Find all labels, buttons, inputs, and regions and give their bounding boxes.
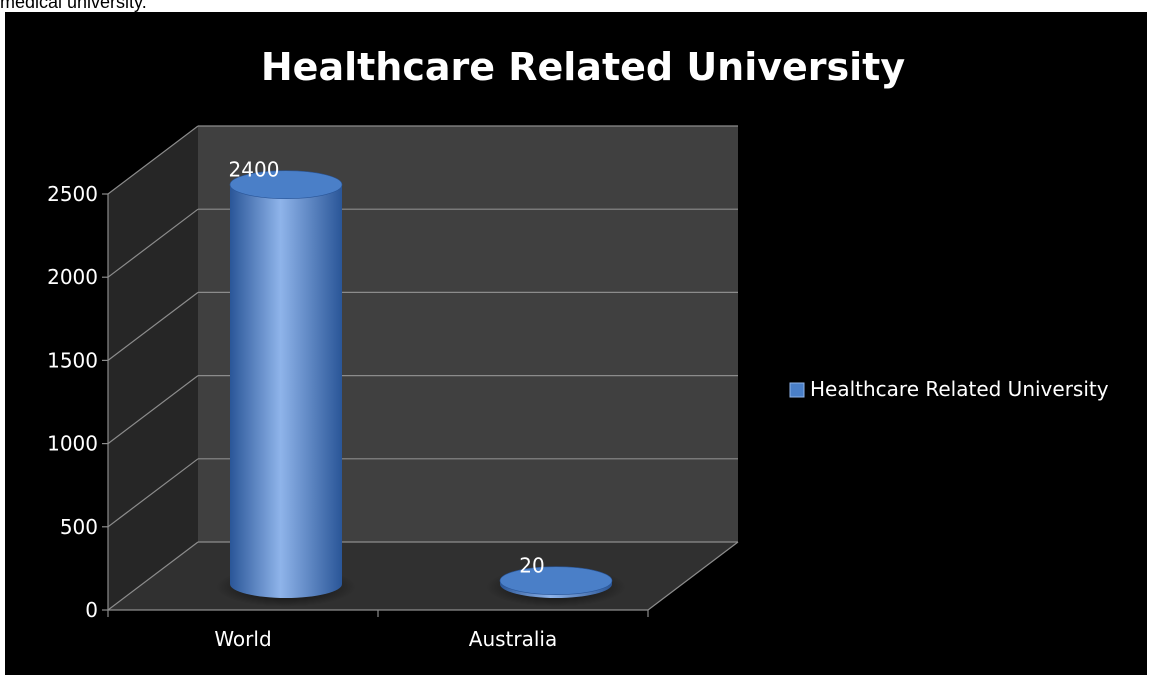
legend: Healthcare Related University xyxy=(789,377,1109,401)
x-axis-tick-labels: World Australia xyxy=(214,627,557,651)
bar-body xyxy=(230,184,342,598)
y-tick-label-2500: 2500 xyxy=(47,182,98,206)
chart-side-wall xyxy=(108,126,198,610)
bar-top xyxy=(229,170,343,199)
chart-title: Healthcare Related University xyxy=(261,45,905,89)
legend-label: Healthcare Related University xyxy=(810,377,1109,401)
data-labels: 2400 20 xyxy=(229,158,545,578)
chart-svg: 0 500 1000 1500 2000 2500 2400 20 World Austral… xyxy=(47,45,1109,651)
y-axis-tick-labels: 0 500 1000 1500 2000 2500 xyxy=(47,182,108,622)
y-tick-label-1500: 1500 xyxy=(47,348,98,372)
x-axis-ticks xyxy=(107,610,649,617)
data-label-australia: 20 xyxy=(519,554,544,578)
chart-floor xyxy=(108,542,738,610)
x-tick-label-australia: Australia xyxy=(469,627,557,651)
gridline-2500 xyxy=(107,125,738,195)
y-tick-label-500: 500 xyxy=(60,515,98,539)
legend-swatch xyxy=(789,382,805,398)
y-tick-label-1000: 1000 xyxy=(47,432,98,456)
floor-edge-line xyxy=(647,541,739,611)
bars xyxy=(216,170,626,607)
y-tick-label-2000: 2000 xyxy=(47,265,98,289)
x-tick-label-world: World xyxy=(214,627,271,651)
bar-world xyxy=(216,170,356,607)
bar-top xyxy=(499,566,613,595)
data-label-world: 2400 xyxy=(229,158,280,182)
y-tick-label-0: 0 xyxy=(85,598,98,622)
chart-area: 0 500 1000 1500 2000 2500 2400 20 World Austral… xyxy=(5,12,1147,675)
bar-australia xyxy=(486,566,626,607)
page-caption: medical university. xyxy=(0,0,147,12)
gridlines xyxy=(107,125,739,611)
